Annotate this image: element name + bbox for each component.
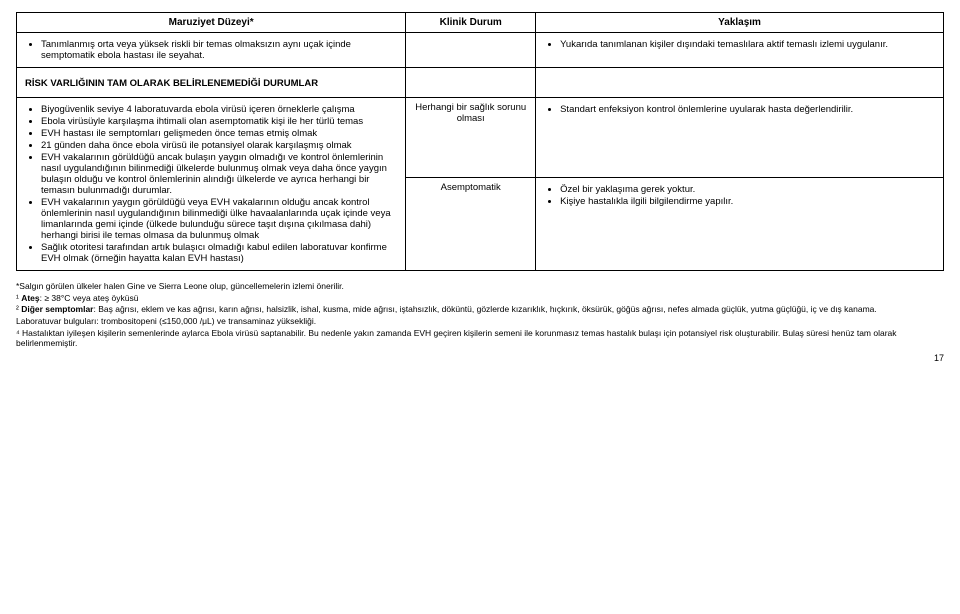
header-approach: Yaklaşım <box>536 13 944 33</box>
cell-exposure-1: Tanımlanmış orta veya yüksek riskli bir … <box>17 33 406 68</box>
footnote: ¹ Ateş: ≥ 38°C veya ateş öyküsü <box>16 293 944 304</box>
footnotes: *Salgın görülen ülkeler halen Gine ve Si… <box>16 281 944 349</box>
bullet: Özel bir yaklaşıma gerek yoktur. <box>560 184 937 195</box>
header-exposure: Maruziyet Düzeyi* <box>17 13 406 33</box>
header-clinical: Klinik Durum <box>406 13 536 33</box>
footnote: ⁴ Hastalıktan iyileşen kişilerin semenle… <box>16 328 944 349</box>
page-number: 17 <box>16 353 944 363</box>
table-row-section: RİSK VARLIĞININ TAM OLARAK BELİRLENEMEDİ… <box>17 68 944 98</box>
cell-empty <box>536 68 944 98</box>
bullet: Sağlık otoritesi tarafından artık bulaşı… <box>41 242 399 264</box>
table-row: Biyogüvenlik seviye 4 laboratuvarda ebol… <box>17 98 944 178</box>
cell-section-title: RİSK VARLIĞININ TAM OLARAK BELİRLENEMEDİ… <box>17 68 406 98</box>
footnote: *Salgın görülen ülkeler halen Gine ve Si… <box>16 281 944 292</box>
cell-clinical-any: Herhangi bir sağlık sorunu olması <box>406 98 536 178</box>
bullet: EVH vakalarının yaygın görüldüğü veya EV… <box>41 197 399 241</box>
bullet: 21 günden daha önce ebola virüsü ile pot… <box>41 140 399 151</box>
bullet: Tanımlanmış orta veya yüksek riskli bir … <box>41 39 399 61</box>
cell-approach-asymp: Özel bir yaklaşıma gerek yoktur. Kişiye … <box>536 178 944 271</box>
bullet: Ebola virüsüyle karşılaşma ihtimali olan… <box>41 116 399 127</box>
cell-clinical-asymp: Asemptomatik <box>406 178 536 271</box>
section-title: RİSK VARLIĞININ TAM OLARAK BELİRLENEMEDİ… <box>23 72 399 93</box>
table-header-row: Maruziyet Düzeyi* Klinik Durum Yaklaşım <box>17 13 944 33</box>
bullet: Standart enfeksiyon kontrol önlemlerine … <box>560 104 937 115</box>
cell-exposure-bullets: Biyogüvenlik seviye 4 laboratuvarda ebol… <box>17 98 406 271</box>
footnote: ² Diğer semptomlar: Baş ağrısı, eklem ve… <box>16 304 944 315</box>
footnote: Laboratuvar bulguları: trombositopeni (≤… <box>16 316 944 327</box>
bullet: EVH hastası ile semptomları gelişmeden ö… <box>41 128 399 139</box>
cell-approach-any: Standart enfeksiyon kontrol önlemlerine … <box>536 98 944 178</box>
exposure-table: Maruziyet Düzeyi* Klinik Durum Yaklaşım … <box>16 12 944 271</box>
cell-clinical-1 <box>406 33 536 68</box>
cell-empty <box>406 68 536 98</box>
bullet: EVH vakalarının görüldüğü ancak bulaşın … <box>41 152 399 196</box>
cell-approach-1: Yukarıda tanımlanan kişiler dışındaki te… <box>536 33 944 68</box>
bullet: Kişiye hastalıkla ilgili bilgilendirme y… <box>560 196 937 207</box>
table-row: Tanımlanmış orta veya yüksek riskli bir … <box>17 33 944 68</box>
bullet-list: Biyogüvenlik seviye 4 laboratuvarda ebol… <box>23 104 399 264</box>
bullet: Yukarıda tanımlanan kişiler dışındaki te… <box>560 39 937 50</box>
bullet: Biyogüvenlik seviye 4 laboratuvarda ebol… <box>41 104 399 115</box>
